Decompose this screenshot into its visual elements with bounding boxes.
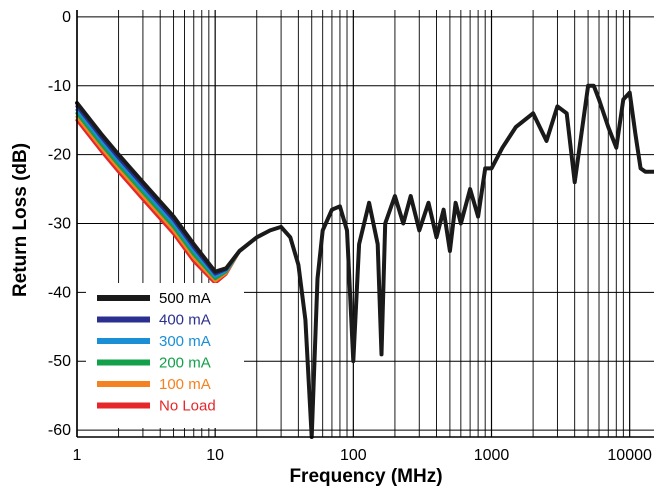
- y-tick-label: -20: [48, 147, 71, 164]
- y-axis-label: Return Loss (dB): [10, 143, 31, 297]
- chart-grid: [76, 10, 654, 437]
- y-tick-label: -50: [48, 353, 71, 370]
- y-tick-label: -60: [48, 422, 71, 439]
- chart-series: [75, 83, 654, 439]
- legend-label: 500 mA: [159, 290, 211, 307]
- chart-ticks: 1 10 100 1000 10000 0 -10 -20 -30 -40 -50 -60: [48, 9, 652, 464]
- chart-legend: 500 mA 400 mA 300 mA 200 mA 100 mA No Load: [86, 283, 244, 428]
- y-tick-label: -40: [48, 284, 71, 301]
- legend-label: 300 mA: [159, 333, 211, 350]
- series-line: [75, 83, 654, 439]
- y-tick-label: 0: [62, 9, 71, 26]
- y-tick-label: -30: [48, 216, 71, 233]
- legend-label: 100 mA: [159, 376, 211, 393]
- x-tick-label: 100: [340, 447, 367, 464]
- x-tick-label: 10: [206, 447, 224, 464]
- x-tick-label: 10000: [607, 447, 652, 464]
- y-tick-label: -10: [48, 78, 71, 95]
- x-axis-label: Frequency (MHz): [289, 466, 442, 487]
- x-tick-label: 1: [73, 447, 82, 464]
- legend-label: No Load: [159, 398, 216, 415]
- chart-axes: [76, 10, 654, 438]
- legend-label: 200 mA: [159, 355, 211, 372]
- legend-label: 400 mA: [159, 312, 211, 329]
- x-tick-label: 1000: [474, 447, 510, 464]
